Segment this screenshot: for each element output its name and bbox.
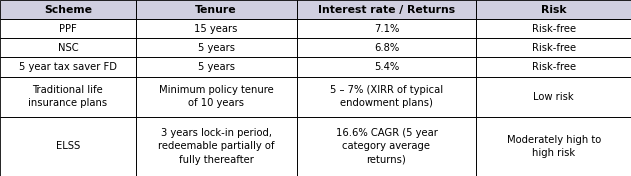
Bar bbox=[297, 38, 476, 57]
Bar bbox=[0, 38, 136, 57]
Bar bbox=[136, 38, 297, 57]
Text: 7.1%: 7.1% bbox=[374, 24, 399, 34]
Text: Risk: Risk bbox=[541, 5, 567, 15]
Bar bbox=[297, 77, 476, 117]
Bar bbox=[136, 77, 297, 117]
Text: Tenure: Tenure bbox=[196, 5, 237, 15]
Bar bbox=[476, 19, 631, 38]
Bar bbox=[297, 77, 476, 117]
Text: Risk-free: Risk-free bbox=[532, 43, 575, 53]
Bar bbox=[476, 0, 631, 19]
Text: 6.8%: 6.8% bbox=[374, 43, 399, 53]
Text: Scheme: Scheme bbox=[44, 5, 92, 15]
Text: Moderately high to
high risk: Moderately high to high risk bbox=[507, 135, 601, 158]
Bar bbox=[476, 38, 631, 57]
Bar bbox=[136, 0, 297, 19]
Text: 5 years: 5 years bbox=[198, 62, 235, 72]
Bar bbox=[476, 19, 631, 38]
Text: 5 years: 5 years bbox=[198, 43, 235, 53]
Text: 5.4%: 5.4% bbox=[374, 62, 399, 72]
Bar bbox=[136, 57, 297, 77]
Bar bbox=[297, 117, 476, 176]
Text: Low risk: Low risk bbox=[533, 92, 574, 102]
Bar bbox=[136, 57, 297, 77]
Bar bbox=[136, 19, 297, 38]
Bar bbox=[136, 0, 297, 19]
Text: ELSS: ELSS bbox=[56, 141, 80, 151]
Text: 5 – 7% (XIRR of typical
endowment plans): 5 – 7% (XIRR of typical endowment plans) bbox=[330, 85, 443, 108]
Text: Traditional life
insurance plans: Traditional life insurance plans bbox=[28, 85, 107, 108]
Bar bbox=[476, 57, 631, 77]
Bar bbox=[297, 57, 476, 77]
Text: NSC: NSC bbox=[57, 43, 78, 53]
Bar bbox=[0, 19, 136, 38]
Bar bbox=[0, 38, 136, 57]
Text: Interest rate / Returns: Interest rate / Returns bbox=[318, 5, 455, 15]
Bar bbox=[476, 77, 631, 117]
Bar bbox=[476, 117, 631, 176]
Bar bbox=[0, 77, 136, 117]
Bar bbox=[476, 38, 631, 57]
Bar bbox=[0, 57, 136, 77]
Text: 3 years lock-in period,
redeemable partially of
fully thereafter: 3 years lock-in period, redeemable parti… bbox=[158, 128, 274, 165]
Bar bbox=[136, 77, 297, 117]
Bar bbox=[136, 19, 297, 38]
Text: Risk-free: Risk-free bbox=[532, 62, 575, 72]
Bar bbox=[476, 117, 631, 176]
Bar bbox=[476, 77, 631, 117]
Bar bbox=[297, 38, 476, 57]
Bar bbox=[297, 117, 476, 176]
Bar bbox=[0, 19, 136, 38]
Text: PPF: PPF bbox=[59, 24, 77, 34]
Bar bbox=[297, 0, 476, 19]
Bar bbox=[136, 117, 297, 176]
Bar bbox=[297, 19, 476, 38]
Bar bbox=[297, 57, 476, 77]
Bar bbox=[476, 57, 631, 77]
Bar bbox=[0, 57, 136, 77]
Text: Risk-free: Risk-free bbox=[532, 24, 575, 34]
Bar bbox=[297, 19, 476, 38]
Bar bbox=[0, 117, 136, 176]
Text: 5 year tax saver FD: 5 year tax saver FD bbox=[19, 62, 117, 72]
Bar bbox=[297, 0, 476, 19]
Text: Minimum policy tenure
of 10 years: Minimum policy tenure of 10 years bbox=[159, 85, 273, 108]
Bar bbox=[0, 0, 136, 19]
Bar bbox=[476, 0, 631, 19]
Bar bbox=[0, 0, 136, 19]
Text: 16.6% CAGR (5 year
category average
returns): 16.6% CAGR (5 year category average retu… bbox=[336, 128, 437, 165]
Bar bbox=[136, 38, 297, 57]
Text: 15 years: 15 years bbox=[194, 24, 238, 34]
Bar bbox=[0, 77, 136, 117]
Bar bbox=[136, 117, 297, 176]
Bar bbox=[0, 117, 136, 176]
